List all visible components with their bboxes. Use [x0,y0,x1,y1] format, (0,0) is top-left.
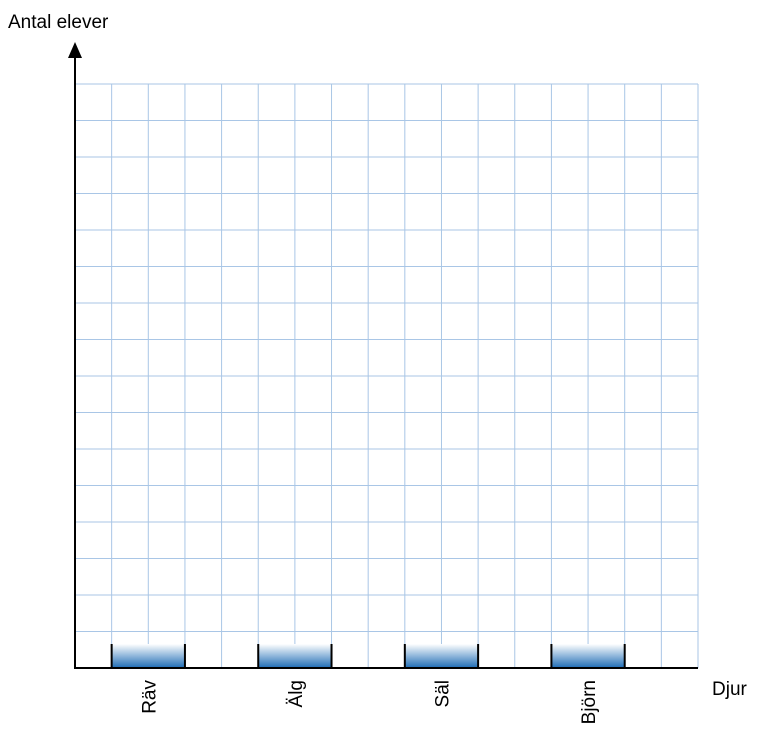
bar [404,644,479,668]
x-tick-labels: Räv Älg Säl Björn [139,680,600,725]
axes [68,42,698,669]
x-tick-label: Björn [579,680,600,724]
y-axis-arrow-icon [68,42,82,58]
x-tick-label: Älg [286,680,307,707]
chart-grid [74,83,699,669]
bar [258,644,332,668]
x-tick-label: Räv [139,680,160,714]
bar [111,644,185,668]
y-axis-title: Antal elever [8,12,109,33]
x-tick-label: Säl [432,680,453,707]
x-axis-title: Djur [712,679,748,700]
bar [551,644,625,668]
